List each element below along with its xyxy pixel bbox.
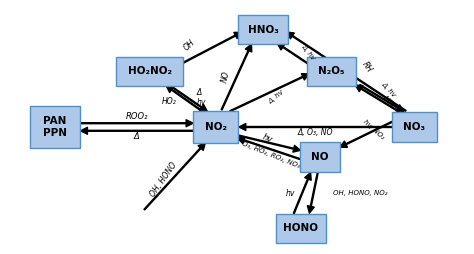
Text: HO₂: HO₂ xyxy=(162,97,177,106)
Text: hv: hv xyxy=(285,189,295,198)
Text: HNO₃: HNO₃ xyxy=(247,25,278,35)
FancyArrowPatch shape xyxy=(144,143,205,210)
Text: NO: NO xyxy=(220,70,232,83)
FancyArrowPatch shape xyxy=(171,32,242,70)
FancyArrowPatch shape xyxy=(360,85,404,112)
FancyArrowPatch shape xyxy=(277,43,316,69)
FancyArrowPatch shape xyxy=(239,123,392,131)
Text: Δ, hv: Δ, hv xyxy=(381,81,398,98)
FancyArrowPatch shape xyxy=(221,44,252,110)
Text: PAN
PPN: PAN PPN xyxy=(43,116,67,138)
FancyArrowPatch shape xyxy=(166,86,203,112)
FancyBboxPatch shape xyxy=(30,106,80,148)
FancyArrowPatch shape xyxy=(230,74,309,112)
Text: NO: NO xyxy=(311,152,328,162)
Text: NO₂: NO₂ xyxy=(383,94,396,108)
FancyArrowPatch shape xyxy=(237,135,301,152)
Text: OH, HONO: OH, HONO xyxy=(148,161,179,199)
Text: OH: OH xyxy=(182,38,197,53)
FancyArrowPatch shape xyxy=(81,127,193,134)
Text: ROO₂: ROO₂ xyxy=(126,113,148,121)
FancyArrowPatch shape xyxy=(237,137,300,160)
Text: N₂O₅: N₂O₅ xyxy=(318,67,345,76)
FancyBboxPatch shape xyxy=(117,57,182,86)
Text: hv, NO₂: hv, NO₂ xyxy=(363,119,386,140)
FancyArrowPatch shape xyxy=(171,86,207,111)
Text: Δ, O₃, NO: Δ, O₃, NO xyxy=(298,128,333,137)
FancyBboxPatch shape xyxy=(193,111,238,143)
Text: OH, HONO, NO₂: OH, HONO, NO₂ xyxy=(333,190,387,196)
Text: RH: RH xyxy=(360,60,374,74)
Text: Δ, hv: Δ, hv xyxy=(300,43,316,61)
FancyBboxPatch shape xyxy=(300,142,340,172)
FancyArrowPatch shape xyxy=(287,32,406,111)
Text: Δ: Δ xyxy=(134,132,140,141)
FancyBboxPatch shape xyxy=(392,112,437,142)
FancyBboxPatch shape xyxy=(238,15,288,44)
Text: Δ
hv: Δ hv xyxy=(197,88,206,107)
Text: HONO: HONO xyxy=(283,223,319,233)
FancyArrowPatch shape xyxy=(81,120,193,127)
Text: NO₂: NO₂ xyxy=(205,122,227,132)
Text: NO₃: NO₃ xyxy=(403,122,425,132)
FancyArrowPatch shape xyxy=(340,121,392,147)
FancyArrowPatch shape xyxy=(355,85,400,112)
Text: O₃, HO₂, RO₂, NO₃: O₃, HO₂, RO₂, NO₃ xyxy=(241,140,301,169)
Text: Δ, hv: Δ, hv xyxy=(267,89,285,105)
Text: HO₂NO₂: HO₂NO₂ xyxy=(128,67,172,76)
FancyBboxPatch shape xyxy=(307,57,356,86)
FancyArrowPatch shape xyxy=(293,172,311,214)
Text: hv: hv xyxy=(261,132,274,145)
FancyArrowPatch shape xyxy=(308,172,318,213)
FancyBboxPatch shape xyxy=(276,214,326,243)
